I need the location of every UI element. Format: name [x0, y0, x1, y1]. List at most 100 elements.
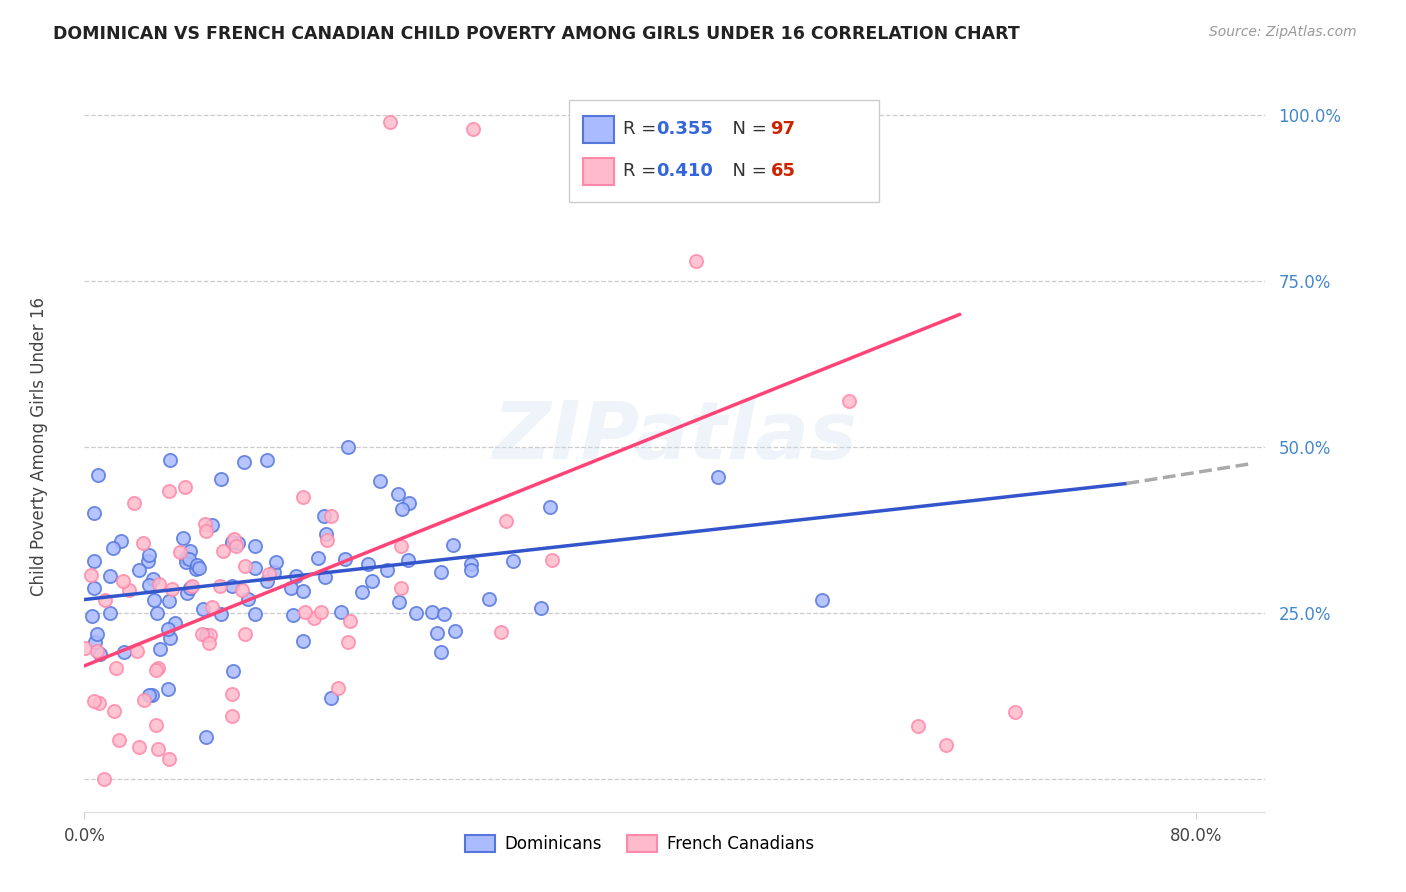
Point	[314, 509, 336, 524]
Point	[146, 606, 169, 620]
Point	[138, 548, 160, 562]
Point	[198, 628, 221, 642]
Point	[233, 627, 256, 641]
Point	[243, 560, 266, 574]
Point	[226, 535, 249, 549]
Point	[935, 739, 957, 753]
Point	[291, 584, 314, 599]
Point	[370, 474, 392, 488]
Point	[221, 535, 243, 549]
Point	[101, 541, 124, 555]
Point	[444, 624, 467, 639]
Point	[307, 550, 329, 565]
Text: 0.355: 0.355	[657, 120, 713, 138]
Point	[160, 582, 183, 596]
Point	[538, 500, 561, 514]
Point	[201, 518, 224, 533]
Point	[245, 607, 267, 621]
Point	[174, 551, 197, 566]
Point	[145, 718, 167, 732]
Point	[87, 468, 110, 483]
Point	[398, 553, 420, 567]
Point	[1004, 705, 1026, 719]
Point	[86, 644, 108, 658]
Point	[326, 681, 349, 695]
Point	[460, 563, 482, 577]
Point	[245, 539, 267, 553]
Point	[280, 582, 302, 596]
Text: Source: ZipAtlas.com: Source: ZipAtlas.com	[1209, 25, 1357, 39]
Point	[83, 554, 105, 568]
Point	[145, 663, 167, 677]
Point	[149, 642, 172, 657]
Point	[429, 566, 451, 580]
Point	[489, 625, 512, 640]
Point	[529, 601, 551, 615]
Point	[188, 561, 211, 575]
Point	[163, 615, 186, 630]
Point	[352, 584, 374, 599]
Text: ZIPatlas: ZIPatlas	[492, 398, 858, 476]
Point	[495, 514, 517, 528]
Point	[176, 586, 198, 600]
Point	[460, 558, 482, 572]
Point	[179, 582, 201, 596]
Point	[221, 709, 243, 723]
Point	[186, 558, 208, 572]
Text: R =: R =	[623, 162, 662, 180]
Point	[838, 393, 860, 408]
Point	[179, 544, 201, 558]
Point	[89, 696, 111, 710]
Point	[377, 563, 399, 577]
Point	[93, 772, 115, 786]
Point	[477, 592, 499, 607]
Point	[172, 532, 194, 546]
Point	[209, 607, 232, 622]
Point	[336, 440, 359, 454]
Point	[238, 591, 260, 606]
Point	[231, 583, 253, 598]
Point	[157, 483, 180, 498]
Point	[281, 607, 304, 622]
Point	[156, 681, 179, 696]
Point	[138, 578, 160, 592]
Point	[112, 645, 135, 659]
Point	[314, 570, 336, 584]
Point	[316, 533, 339, 548]
Text: N =: N =	[721, 162, 773, 180]
Point	[131, 536, 153, 550]
Point	[233, 559, 256, 574]
Point	[463, 121, 485, 136]
Point	[141, 688, 163, 702]
Point	[110, 533, 132, 548]
Point	[128, 739, 150, 754]
Point	[146, 661, 169, 675]
Point	[225, 539, 247, 553]
Text: 0.410: 0.410	[657, 162, 713, 180]
Point	[159, 632, 181, 646]
Point	[360, 574, 382, 588]
Point	[209, 472, 232, 486]
Point	[86, 626, 108, 640]
Point	[294, 605, 316, 619]
Point	[311, 605, 333, 619]
Point	[291, 634, 314, 648]
Text: 97: 97	[770, 120, 796, 138]
Point	[336, 635, 359, 649]
Point	[420, 605, 443, 619]
Point	[105, 661, 128, 675]
Point	[198, 636, 221, 650]
Point	[94, 593, 117, 607]
Point	[117, 583, 139, 598]
Point	[193, 602, 215, 616]
Point	[391, 502, 413, 516]
Point	[98, 569, 121, 583]
Point	[103, 704, 125, 718]
Point	[405, 606, 427, 620]
Point	[540, 553, 562, 567]
Point	[907, 718, 929, 732]
Point	[83, 581, 105, 595]
Point	[387, 487, 409, 501]
Point	[429, 645, 451, 659]
Point	[134, 692, 156, 706]
